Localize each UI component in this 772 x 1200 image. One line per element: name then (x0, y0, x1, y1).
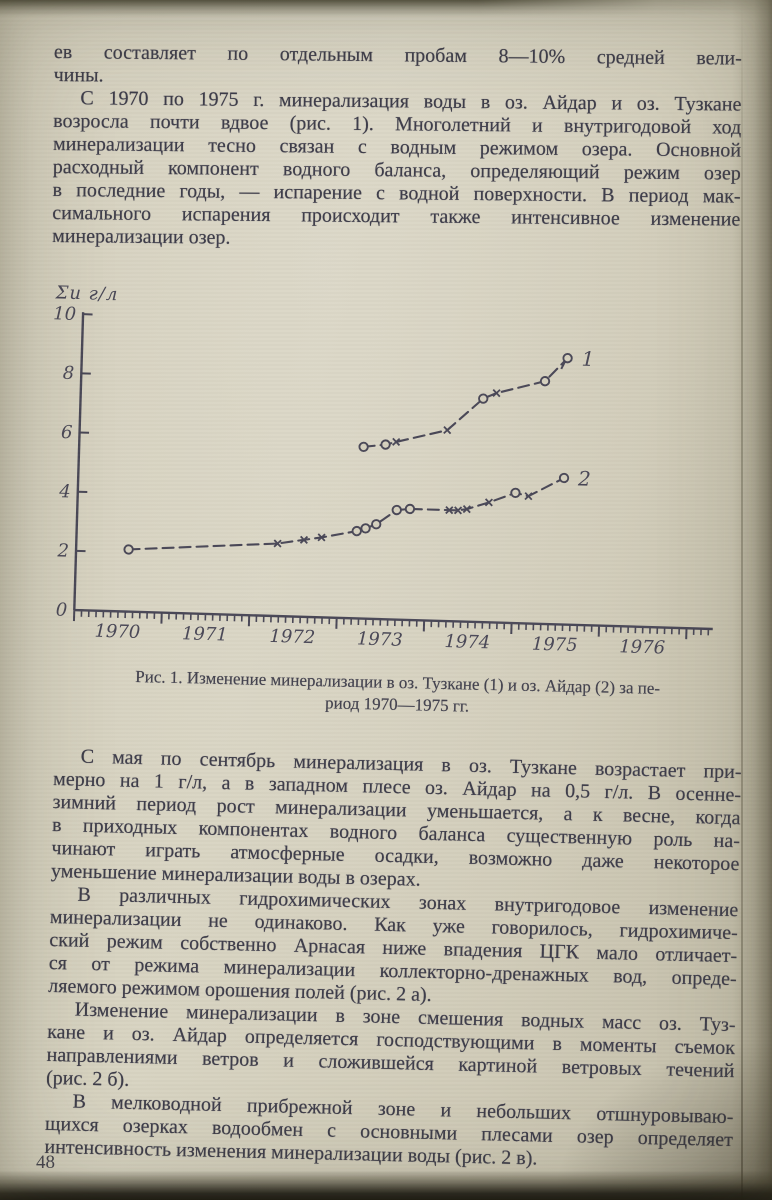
marker-x (524, 492, 533, 501)
mineralization-line-chart: 0 2 4 6 8 10 Σи г/л 1970 1971 1972 1973 1974 1975 197… (33, 282, 753, 663)
marker-x (462, 505, 471, 514)
y-axis (73, 312, 85, 611)
marker-circle (391, 504, 402, 516)
series-1-line (362, 357, 569, 448)
marker-x (443, 425, 452, 435)
marker-circle (558, 472, 570, 484)
marker-circle (478, 393, 489, 404)
marker-x (317, 533, 326, 542)
page-number: 48 (36, 1152, 55, 1173)
y-tick-label: 8 (63, 363, 75, 384)
marker-x (453, 506, 463, 515)
marker-circle (562, 353, 573, 364)
scan-edge-bottom (0, 1170, 772, 1200)
marker-x (392, 437, 401, 447)
figure-caption: Рис. 1. Изменение минерализации в оз. Ту… (47, 664, 748, 723)
series-2-label: 2 (577, 466, 591, 490)
y-axis-label: Σи г/л (54, 282, 118, 305)
series-2-line (127, 476, 566, 551)
marker-circle (380, 439, 391, 450)
series-1-label: 1 (581, 347, 594, 371)
x-tick-label: 1972 (269, 626, 315, 648)
paragraphs-top: ев составляет по отдельным пробам 8—10% … (52, 41, 742, 255)
x-axis (74, 608, 713, 631)
scan-edge-top (0, 0, 772, 20)
x-tick-label: 1974 (444, 631, 490, 653)
marker-circle (123, 544, 134, 555)
marker-circle (358, 441, 369, 453)
marker-circle (360, 523, 371, 534)
marker-circle (510, 487, 521, 498)
end-marker-stem (560, 361, 566, 370)
marker-x (484, 498, 494, 507)
marker-x (273, 539, 282, 548)
paragraphs-main: С мая по сентябрь минерализация в оз. Ту… (44, 745, 742, 1175)
y-tick-label: 2 (56, 540, 69, 561)
x-tick-label: 1973 (357, 628, 403, 650)
marker-circle (351, 525, 362, 537)
marker-circle (539, 376, 551, 387)
marker-circle (404, 503, 416, 515)
marker-x (492, 388, 501, 398)
y-tick-label: 4 (58, 481, 71, 502)
x-tick-label: 1971 (182, 623, 228, 645)
marker-x (299, 535, 309, 544)
marker-x (445, 506, 454, 515)
x-tick-label: 1975 (532, 634, 578, 656)
y-tick-label: 0 (56, 599, 68, 620)
y-tick-label: 10 (53, 303, 77, 325)
marker-circle (371, 519, 382, 530)
x-tick-label: 1970 (94, 621, 140, 643)
y-tick-label: 6 (61, 422, 73, 443)
x-tick-label: 1976 (619, 636, 665, 658)
